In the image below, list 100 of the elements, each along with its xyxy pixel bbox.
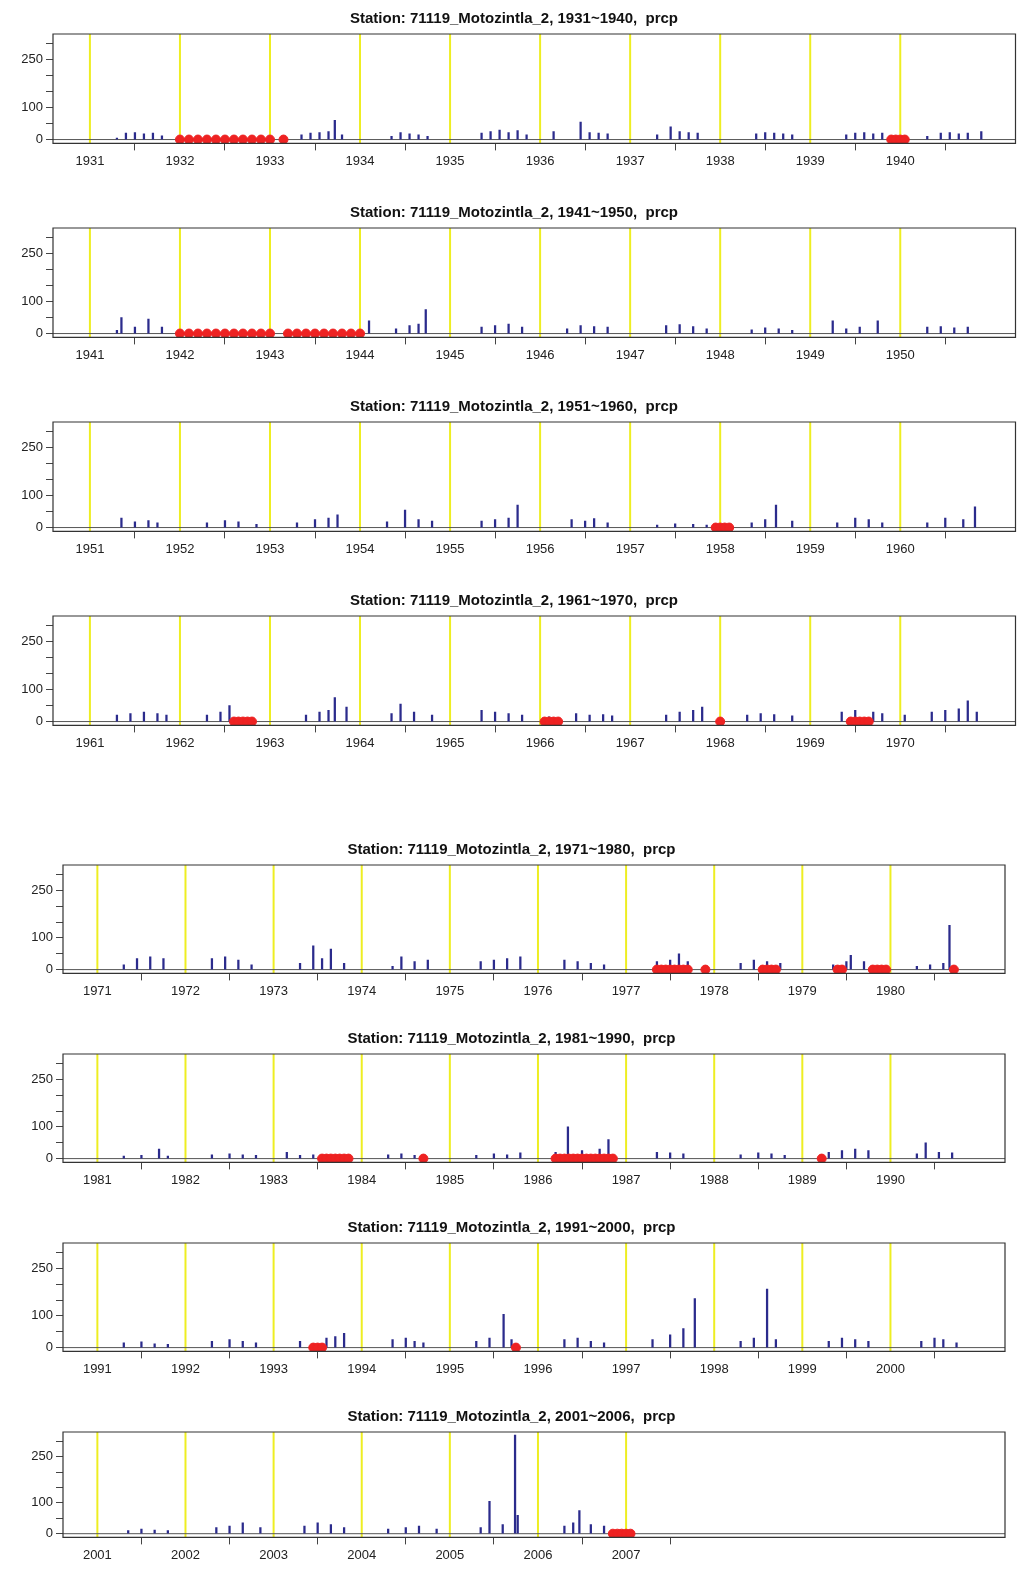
- chart-title: Station: 71119_Motozintla_2, 2001~2006, prcp: [347, 1407, 676, 1425]
- y-tick-label: 0: [35, 325, 43, 341]
- x-tick-label: 1999: [787, 1360, 817, 1376]
- chart-title: Station: 71119_Motozintla_2, 1941~1950, prcp: [349, 203, 679, 221]
- x-tick-label: 1955: [435, 540, 465, 556]
- x-tick-label: 1938: [705, 152, 735, 168]
- y-tick-label: 100: [31, 1118, 53, 1134]
- x-tick-label: 1949: [795, 346, 825, 362]
- x-tick-label: 1987: [611, 1171, 641, 1187]
- x-tick-label: 1956: [525, 540, 555, 556]
- y-tick-label: 0: [35, 131, 43, 147]
- chart-title: Station: 71119_Motozintla_2, 1971~1980, prcp: [347, 840, 676, 858]
- x-tick-label: 1997: [611, 1360, 641, 1376]
- x-tick-label: 2002: [171, 1546, 200, 1562]
- y-tick-label: 100: [21, 487, 43, 503]
- x-tick-label: 2004: [347, 1546, 377, 1562]
- x-tick-label: 1989: [787, 1171, 817, 1187]
- y-tick-label: 100: [21, 681, 43, 697]
- x-tick-label: 1990: [875, 1171, 905, 1187]
- x-tick-label: 1962: [165, 734, 195, 750]
- x-tick-label: 1958: [705, 540, 735, 556]
- y-tick-label: 0: [45, 1339, 53, 1355]
- x-tick-label: 1946: [525, 346, 555, 362]
- x-tick-label: 1933: [255, 152, 285, 168]
- x-tick-label: 1959: [795, 540, 825, 556]
- x-tick-label: 1996: [523, 1360, 553, 1376]
- x-tick-label: 1965: [435, 734, 465, 750]
- x-tick-label: 2006: [523, 1546, 553, 1562]
- y-tick-label: 0: [45, 1525, 53, 1541]
- x-tick-label: 1980: [875, 982, 905, 998]
- y-tick-label: 0: [35, 519, 43, 535]
- x-tick-label: 1998: [699, 1360, 729, 1376]
- x-tick-label: 1961: [75, 734, 105, 750]
- x-tick-label: 1936: [525, 152, 555, 168]
- x-tick-label: 2000: [875, 1360, 905, 1376]
- y-tick-label: 100: [21, 99, 43, 115]
- y-tick-label: 100: [31, 1307, 53, 1323]
- x-tick-label: 1992: [171, 1360, 200, 1376]
- x-tick-label: 1947: [615, 346, 645, 362]
- x-tick-label: 1969: [795, 734, 825, 750]
- y-tick-label: 250: [31, 1259, 53, 1275]
- y-tick-label: 250: [31, 1070, 53, 1086]
- x-tick-label: 1981: [82, 1171, 112, 1187]
- x-tick-label: 1967: [615, 734, 645, 750]
- x-tick-label: 1972: [171, 982, 200, 998]
- y-tick-label: 0: [45, 1150, 53, 1166]
- x-tick-label: 1983: [259, 1171, 289, 1187]
- x-tick-label: 1976: [523, 982, 553, 998]
- x-tick-label: 1937: [615, 152, 645, 168]
- x-tick-label: 1945: [435, 346, 465, 362]
- x-tick-label: 1953: [255, 540, 285, 556]
- y-tick-label: 100: [31, 929, 53, 945]
- x-tick-label: 2007: [611, 1546, 641, 1562]
- x-tick-label: 1973: [259, 982, 289, 998]
- x-tick-label: 1993: [259, 1360, 289, 1376]
- y-tick-label: 100: [31, 1494, 53, 1510]
- x-tick-label: 1995: [435, 1360, 465, 1376]
- x-tick-label: 1942: [165, 346, 195, 362]
- x-tick-label: 1954: [345, 540, 375, 556]
- x-tick-label: 1975: [435, 982, 465, 998]
- chart-title: Station: 71119_Motozintla_2, 1931~1940, prcp: [349, 9, 679, 27]
- x-tick-label: 2003: [259, 1546, 289, 1562]
- x-tick-label: 1951: [75, 540, 105, 556]
- y-tick-label: 250: [21, 633, 43, 649]
- chart-title: Station: 71119_Motozintla_2, 1961~1970, prcp: [349, 591, 679, 609]
- x-tick-label: 1970: [885, 734, 915, 750]
- y-tick-label: 250: [21, 439, 43, 455]
- y-tick-label: 250: [21, 245, 43, 261]
- x-tick-label: 1948: [705, 346, 735, 362]
- x-tick-label: 1979: [787, 982, 817, 998]
- x-tick-label: 1977: [611, 982, 641, 998]
- x-tick-label: 2005: [435, 1546, 465, 1562]
- x-tick-label: 1978: [699, 982, 729, 998]
- chart-title: Station: 71119_Motozintla_2, 1981~1990, prcp: [347, 1029, 676, 1047]
- x-tick-label: 1988: [699, 1171, 729, 1187]
- x-tick-label: 1932: [165, 152, 195, 168]
- x-tick-label: 1934: [345, 152, 375, 168]
- y-tick-label: 100: [21, 293, 43, 309]
- chart-title: Station: 71119_Motozintla_2, 1991~2000, prcp: [347, 1218, 676, 1236]
- x-tick-label: 1974: [347, 982, 377, 998]
- x-tick-label: 1968: [705, 734, 735, 750]
- x-tick-label: 1982: [171, 1171, 200, 1187]
- x-tick-label: 1971: [82, 982, 112, 998]
- x-tick-label: 1964: [345, 734, 375, 750]
- y-tick-label: 250: [31, 881, 53, 897]
- x-tick-label: 1939: [795, 152, 825, 168]
- x-tick-label: 1963: [255, 734, 285, 750]
- x-tick-label: 1943: [255, 346, 285, 362]
- x-tick-label: 1935: [435, 152, 465, 168]
- y-tick-label: 0: [45, 961, 53, 977]
- x-tick-label: 1957: [615, 540, 645, 556]
- x-tick-label: 1941: [75, 346, 105, 362]
- x-tick-label: 1991: [82, 1360, 112, 1376]
- x-tick-label: 1986: [523, 1171, 553, 1187]
- x-tick-label: 1944: [345, 346, 375, 362]
- x-tick-label: 1952: [165, 540, 195, 556]
- x-tick-label: 2001: [82, 1546, 112, 1562]
- chart-title: Station: 71119_Motozintla_2, 1951~1960, prcp: [349, 397, 679, 415]
- x-tick-label: 1984: [347, 1171, 377, 1187]
- y-tick-label: 250: [21, 51, 43, 67]
